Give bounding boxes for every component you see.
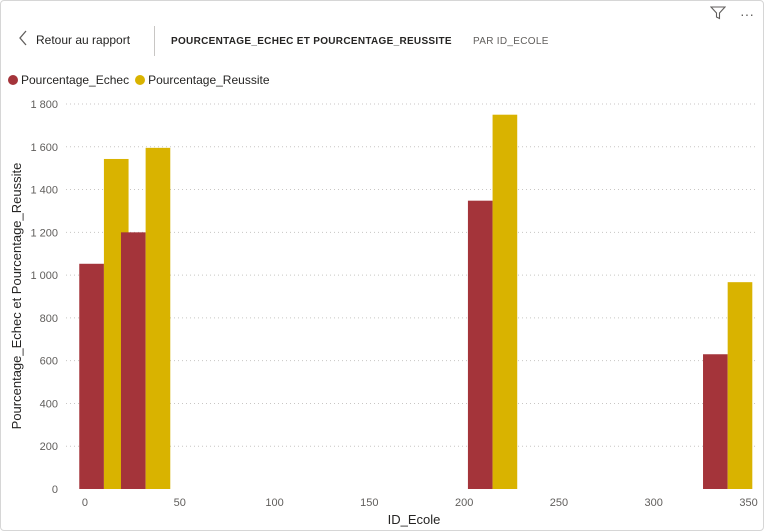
x-tick-label: 150 <box>360 497 378 509</box>
legend-item-reussite[interactable]: Pourcentage_Reussite <box>135 73 270 87</box>
legend-label-echec: Pourcentage_Echec <box>21 73 130 87</box>
y-tick-label: 400 <box>40 398 58 410</box>
x-tick-label: 0 <box>82 497 88 509</box>
bar-reussite[interactable] <box>727 282 753 489</box>
legend-dot-reussite <box>135 75 146 85</box>
chart-legend: Pourcentage_Echec Pourcentage_Reussite <box>8 73 276 87</box>
y-tick-label: 200 <box>40 441 58 453</box>
visual-title: POURCENTAGE_ECHEC ET POURCENTAGE_REUSSIT… <box>171 36 452 47</box>
legend-label-reussite: Pourcentage_Reussite <box>148 73 270 87</box>
x-axis-ticks: 0 50 100 150 200 250 300 350 <box>82 497 758 509</box>
bar-reussite[interactable] <box>492 114 518 489</box>
back-label: Retour au rapport <box>36 32 131 47</box>
x-tick-label: 300 <box>645 497 663 509</box>
x-tick-label: 250 <box>550 497 568 509</box>
x-tick-label: 50 <box>174 497 186 509</box>
y-tick-label: 0 <box>52 484 58 496</box>
back-to-report-button[interactable]: Retour au rapport <box>18 30 130 49</box>
y-tick-label: 800 <box>40 313 58 325</box>
y-axis-ticks: 0 200 400 600 800 1 000 1 200 1 400 1 600 1 800 <box>30 99 58 496</box>
y-tick-label: 1 600 <box>30 142 58 154</box>
y-tick-label: 1 000 <box>30 270 58 282</box>
bar-echec[interactable] <box>79 263 104 489</box>
gridlines <box>66 103 758 447</box>
legend-dot-echec <box>8 75 18 85</box>
y-tick-label: 1 800 <box>30 99 58 111</box>
bar-reussite[interactable] <box>145 147 171 489</box>
visual-header: Retour au rapport POURCENTAGE_ECHEC ET P… <box>0 24 764 60</box>
x-tick-label: 200 <box>455 497 473 509</box>
x-axis-title: ID_Ecole <box>388 512 441 527</box>
y-tick-label: 1 400 <box>30 185 58 197</box>
legend-item-echec[interactable]: Pourcentage_Echec <box>8 73 129 87</box>
x-tick-label: 100 <box>265 497 283 509</box>
bars <box>79 114 753 490</box>
x-tick-label: 350 <box>739 497 757 509</box>
bar-echec[interactable] <box>703 354 728 489</box>
bar-echec[interactable] <box>467 200 493 489</box>
header-divider <box>154 26 155 56</box>
y-tick-label: 600 <box>40 356 58 368</box>
y-axis-title: Pourcentage_Echec et Pourcentage_Reussit… <box>9 163 24 430</box>
more-options-icon[interactable]: ··· <box>740 6 754 22</box>
filter-icon[interactable] <box>709 6 727 22</box>
chevron-left-icon <box>18 30 28 49</box>
bar-echec[interactable] <box>120 232 146 490</box>
y-tick-label: 1 200 <box>30 227 58 239</box>
visual-toolbar: ··· <box>709 6 754 22</box>
visual-subtitle: PAR ID_ECOLE <box>473 36 549 47</box>
